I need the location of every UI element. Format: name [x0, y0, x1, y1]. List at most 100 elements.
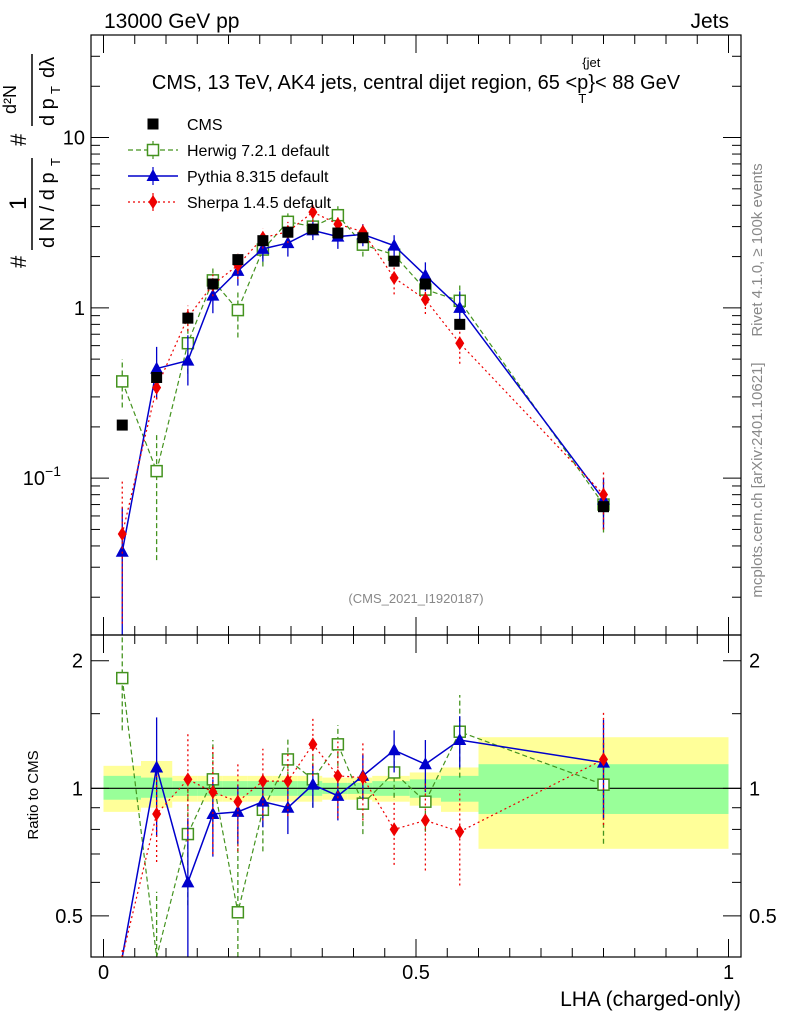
main-ytick-label: 1: [74, 298, 85, 320]
series-line: [121, 211, 604, 535]
ylabel-d2n: d²N: [0, 85, 20, 114]
ratio-ytick-label-right: 0.5: [749, 906, 777, 928]
ratio-line: [121, 739, 604, 958]
ratio-point: [258, 774, 268, 789]
ratio-point: [308, 737, 318, 752]
chart-title: CMS, 13 TeV, AK4 jets, central dijet reg…: [152, 55, 681, 106]
data-point: [420, 292, 430, 307]
series-cms: [116, 223, 609, 513]
ylabel-t2: T: [48, 86, 63, 94]
ratio-point: [418, 757, 432, 770]
title-part-main: CMS, 13 TeV, AK4 jets, central dijet reg…: [152, 72, 588, 94]
analysis-label: (CMS_2021_I1920187): [348, 591, 483, 606]
ylabel-t1: T: [48, 158, 63, 166]
ratio-point: [152, 806, 162, 821]
ratio-point: [283, 774, 293, 789]
ratio-series-sherpa-1-4-5-default: [121, 711, 608, 958]
data-point: [388, 255, 400, 267]
ylabel-hash2: #: [6, 133, 31, 146]
ratio-xtick-label: 0: [98, 962, 109, 984]
data-point: [419, 278, 431, 290]
title-sub: T: [578, 91, 586, 106]
ratio-point: [181, 875, 195, 888]
data-point: [307, 223, 319, 235]
data-point: [418, 268, 432, 281]
series-sherpa-1-4-5-default: [117, 203, 608, 624]
rivet-version-label: Rivet 4.1.0, ≥ 100k events: [749, 163, 766, 336]
x-axis-label: LHA (charged-only): [560, 988, 741, 1011]
legend-marker: [148, 195, 158, 209]
ratio-ytick-label: 2: [72, 651, 83, 673]
legend-item-herwig-7-2-1-default: Herwig 7.2.1 default: [128, 141, 330, 160]
legend-item-pythia-8-315-default: Pythia 8.315 default: [128, 167, 329, 186]
ratio-ylabel: Ratio to CMS: [25, 750, 42, 839]
data-point: [455, 336, 465, 351]
ratio-point: [389, 822, 399, 837]
ylabel-hash1: #: [6, 255, 31, 268]
title-part-end: }< 88 GeV: [588, 72, 680, 94]
ratio-panel: 0.5 0.5 1 1 2 2 0 0.5 1 Ratio to CMS: [25, 634, 777, 984]
ratio-ytick-label: 1: [72, 778, 83, 800]
ratio-ytick-label-right: 1: [749, 778, 760, 800]
legend-label: Pythia 8.315 default: [187, 169, 329, 186]
ratio-point: [358, 770, 368, 785]
data-point: [389, 270, 399, 285]
data-point: [207, 278, 219, 290]
legend-label: CMS: [187, 117, 223, 134]
data-point: [151, 372, 163, 384]
data-point: [116, 419, 128, 431]
category-label: Jets: [690, 10, 729, 33]
ratio-point: [233, 794, 243, 809]
data-point: [116, 375, 129, 388]
data-point: [282, 226, 294, 238]
data-point: [150, 464, 163, 478]
data-point: [152, 380, 162, 395]
legend-marker: [147, 118, 159, 130]
ratio-point: [420, 813, 430, 828]
data-point: [387, 238, 401, 251]
ylabel-dlambda: dλ: [37, 57, 59, 78]
ylabel-dn: d N / d p: [37, 172, 59, 248]
ratio-point: [306, 777, 320, 790]
ylabel-one: 1: [5, 197, 32, 210]
ratio-xtick-label: 1: [723, 962, 734, 984]
data-point: [115, 544, 129, 557]
energy-label: 13000 GeV pp: [104, 10, 239, 33]
series-pythia-8-315-default: [115, 221, 610, 635]
mcplots-label: mcplots.cern.ch [arXiv:2401.10621]: [749, 362, 766, 597]
legend-item-cms: CMS: [147, 117, 223, 134]
data-point: [117, 527, 127, 542]
series-line: [121, 229, 605, 552]
ratio-point: [281, 800, 295, 813]
legend-marker: [146, 143, 160, 157]
ratio-point: [183, 772, 193, 787]
ratio-point: [453, 733, 467, 746]
main-panel: 10−1 1 10 CMS, 13 TeV, AK4 jets, central d…: [0, 34, 742, 636]
ratio-point: [208, 785, 218, 800]
legend: CMS Herwig 7.2.1 default Pythia 8.315 defa…: [128, 117, 332, 212]
legend-label: Herwig 7.2.1 default: [187, 143, 330, 160]
data-point: [150, 361, 164, 374]
ratio-point: [455, 824, 465, 839]
data-point: [231, 303, 245, 317]
series-herwig-7-2-1-default: [116, 206, 610, 561]
ratio-point: [599, 752, 608, 767]
main-ytick-label: 10: [63, 128, 85, 150]
legend-item-sherpa-1-4-5-default: Sherpa 1.4.5 default: [128, 193, 332, 212]
ratio-xtick-label: 0.5: [402, 962, 430, 984]
ratio-point: [116, 671, 129, 685]
ratio-point: [331, 738, 345, 751]
data-point: [181, 353, 195, 366]
y-axis-label: # 1 d N / d p T # d²N d p T dλ: [0, 54, 63, 268]
ratio-ytick-label-right: 2: [749, 651, 760, 673]
title-sup: {jet: [582, 55, 600, 70]
legend-marker: [146, 169, 160, 181]
data-point: [598, 501, 609, 513]
data-point: [182, 312, 194, 324]
data-point: [453, 300, 467, 313]
data-point: [332, 227, 344, 239]
ylabel-dp: d p: [37, 98, 59, 126]
data-point: [232, 254, 244, 266]
series-line: [121, 214, 604, 505]
